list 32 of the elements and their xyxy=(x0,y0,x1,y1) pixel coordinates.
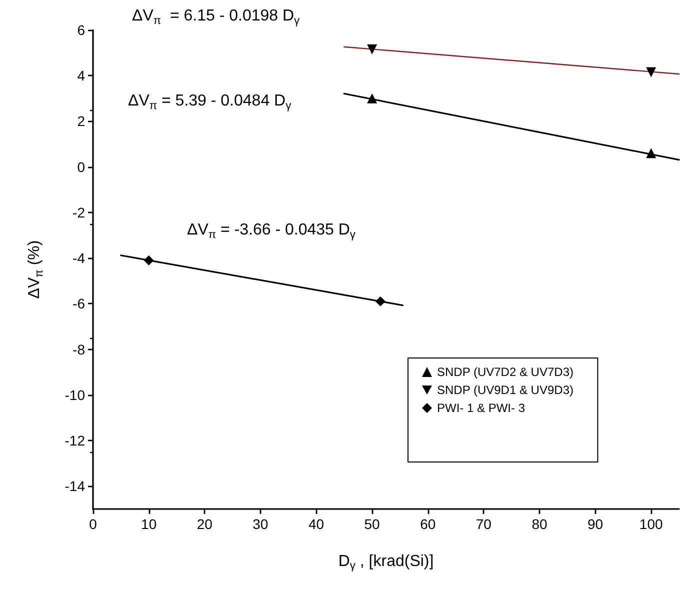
x-tick-label: 80 xyxy=(532,516,548,532)
y-tick-label: 2 xyxy=(77,113,86,130)
point xyxy=(367,44,378,54)
x-tick-label: 40 xyxy=(308,516,324,532)
x-tick-label: 20 xyxy=(196,516,213,532)
point xyxy=(144,255,154,266)
y-tick-label: 4 xyxy=(77,68,86,84)
x-tick-label: 60 xyxy=(420,516,436,532)
y-tick-label: -6 xyxy=(72,296,86,312)
x-tick-label: 100 xyxy=(639,516,663,532)
x-tick-label: 90 xyxy=(587,516,604,532)
x-tick-label: 30 xyxy=(252,516,268,532)
x-tick-label: 50 xyxy=(364,516,380,532)
y-tick-label: -10 xyxy=(64,386,86,403)
legend-label: SNDP (UV9D1 & UV9D3) xyxy=(437,383,574,397)
y-tick-label: 0 xyxy=(77,158,86,175)
y-axis-title: ΔVπ (%) xyxy=(26,240,46,299)
y-tick-label: 6 xyxy=(77,22,86,38)
point xyxy=(646,67,656,78)
point xyxy=(375,296,386,306)
x-tick-label: 0 xyxy=(89,516,98,532)
legend-label: PWI- 1 & PWI- 3 xyxy=(437,401,526,415)
point xyxy=(646,148,656,158)
y-tick-label: -8 xyxy=(72,341,86,358)
y-tick-label: -4 xyxy=(72,250,86,266)
x-tick-label: 70 xyxy=(476,516,492,532)
point xyxy=(367,93,378,104)
y-tick-label: -2 xyxy=(72,204,86,220)
legend-label: SNDP (UV7D2 & UV7D3) xyxy=(437,365,574,379)
y-tick-label: -12 xyxy=(64,432,86,449)
x-tick-label: 10 xyxy=(141,516,157,532)
y-tick-label: -14 xyxy=(64,478,86,494)
